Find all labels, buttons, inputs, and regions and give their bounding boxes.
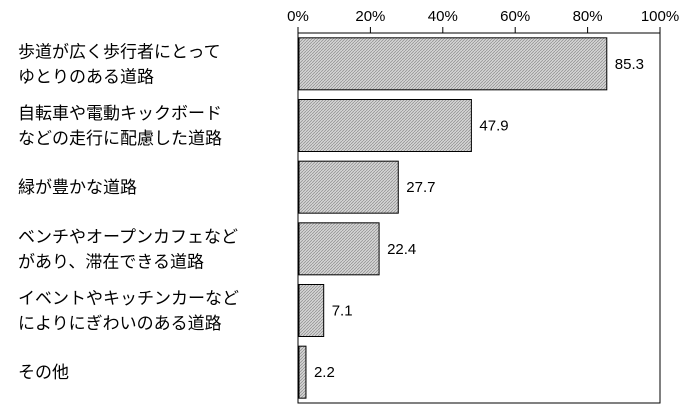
- category-label: 緑が豊かな道路: [18, 178, 137, 198]
- data-label: 2.2: [314, 364, 335, 381]
- bar: [298, 37, 608, 91]
- data-label: 22.4: [387, 241, 416, 258]
- x-tick-label: 60%: [500, 8, 530, 25]
- category-label: があり、滞在できる道路: [18, 252, 204, 272]
- bar: [298, 345, 307, 399]
- x-tick-label: 100%: [641, 8, 679, 25]
- category-label: その他: [18, 363, 69, 383]
- bar: [298, 160, 399, 214]
- category-label: ゆとりのある道路: [18, 67, 154, 87]
- data-label: 85.3: [615, 56, 644, 73]
- x-tick-label: 40%: [428, 8, 458, 25]
- data-label: 7.1: [332, 303, 353, 320]
- category-label: イベントやキッチンカーなど: [18, 289, 239, 309]
- x-tick-label: 0%: [287, 8, 309, 25]
- category-label: によりにぎわいのある道路: [18, 314, 222, 334]
- bar: [298, 99, 472, 152]
- category-label: などの走行に配慮した道路: [18, 129, 222, 149]
- category-label: 歩道が広く歩行者にとって: [18, 42, 221, 62]
- bar: [298, 222, 380, 276]
- data-label: 47.9: [479, 118, 508, 135]
- bar: [298, 284, 325, 337]
- plot-area: [297, 32, 661, 404]
- category-label: ベンチやオープンカフェなど: [18, 227, 238, 247]
- category-label: 自転車や電動キックボード: [18, 104, 222, 124]
- x-tick-label: 20%: [355, 8, 385, 25]
- data-label: 27.7: [406, 179, 435, 196]
- x-tick-label: 80%: [573, 8, 603, 25]
